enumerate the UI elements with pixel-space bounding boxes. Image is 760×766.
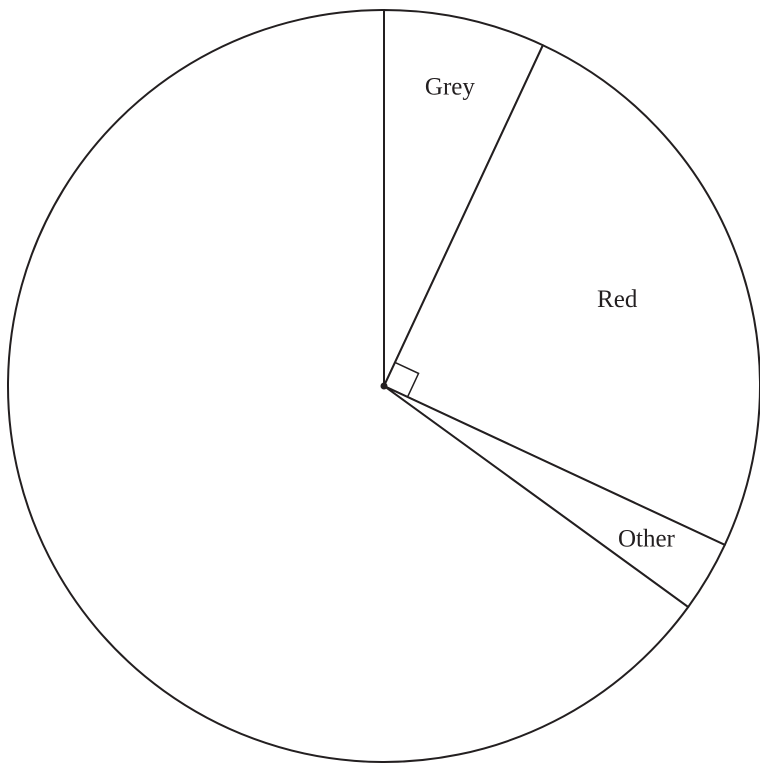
- right-angle-marker: [394, 361, 420, 398]
- pie-slice: [383, 44, 760, 546]
- pie-slice: [7, 9, 690, 763]
- slice-label: Red: [597, 286, 638, 313]
- pie-slice: [383, 9, 544, 387]
- center-dot: [380, 382, 388, 390]
- slice-label: Grey: [425, 73, 475, 100]
- slice-label: Other: [618, 525, 676, 552]
